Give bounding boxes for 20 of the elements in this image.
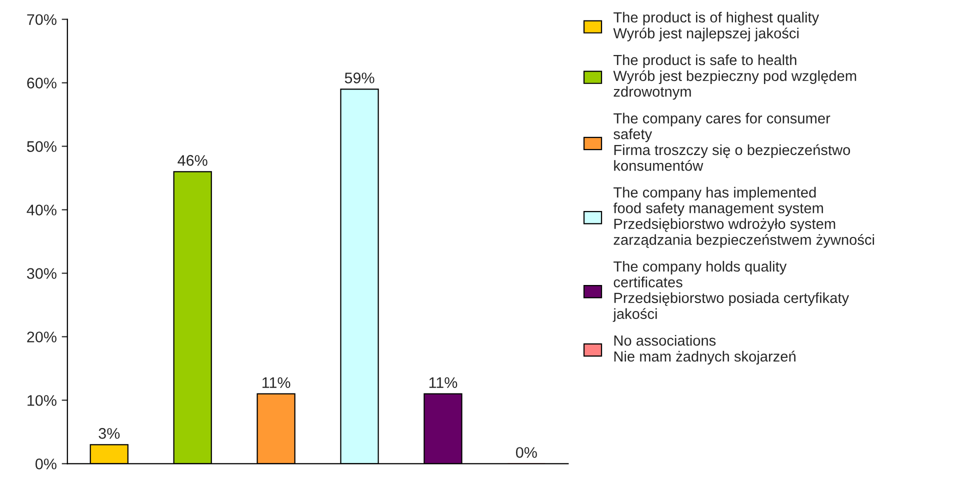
y-tick-label: 60% [27, 78, 56, 88]
y-tick-label: 70% [27, 14, 56, 26]
data-label: 46% [178, 155, 208, 166]
y-tick-label: 10% [28, 395, 56, 406]
legend-label: The product is safe to health Wyrób jest bezpieczny pod względem zdrowotnym [613, 54, 856, 100]
y-tick-label: 40% [26, 204, 56, 216]
legend-label: The company holds quality certificates Przedsiębiorstwo posiada certyfikaty jakości [612, 260, 850, 322]
data-label: 11% [262, 377, 290, 388]
legend-label: No associations Nie mam żadnych skojarzeń [614, 335, 796, 365]
y-tick-label: 50% [27, 141, 56, 152]
y-tick-label: 30% [27, 268, 56, 279]
legend-label: The company cares for consumer safety Firma troszczy się o bezpieczeństwo konsumentów [614, 112, 850, 171]
legend-label: The company has implemented food safety management system Przedsiębiorstwo wdrożyło system zarządzania bezpieczeństwem żywności [613, 186, 874, 248]
data-label: 59% [344, 72, 374, 84]
data-label: 3% [98, 428, 120, 439]
data-label: 0% [516, 447, 537, 458]
data-label: 11% [429, 377, 458, 388]
y-tick-label: 0% [36, 458, 56, 470]
legend-label: The product is of highest quality Wyrób jest najlepszej jakości [613, 12, 820, 42]
y-tick-label: 20% [27, 332, 56, 342]
